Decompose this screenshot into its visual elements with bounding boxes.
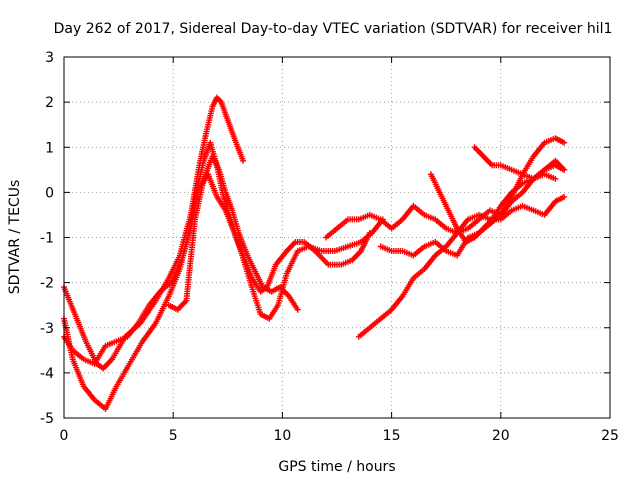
data-point <box>561 139 568 146</box>
y-tick-label: -2 <box>40 276 54 292</box>
axis-ticks: 0 5 10 15 20 25 -5 -4 -3 -2 -1 0 1 2 3 <box>40 50 619 444</box>
y-tick-label: 2 <box>45 95 54 111</box>
series-track-4 <box>165 153 301 313</box>
y-tick-label: 3 <box>45 50 54 66</box>
data-point <box>552 175 559 182</box>
data-points <box>61 94 568 412</box>
x-tick-label: 25 <box>601 428 619 444</box>
data-point <box>561 193 568 200</box>
data-point <box>366 229 373 236</box>
y-tick-label: -1 <box>40 231 54 247</box>
series-track-9 <box>471 144 568 182</box>
y-tick-label: 1 <box>45 140 54 156</box>
y-tick-label: -4 <box>40 366 54 382</box>
chart-title: Day 262 of 2017, Sidereal Day-to-day VTE… <box>54 21 613 37</box>
series-track-8 <box>427 171 559 245</box>
x-tick-label: 10 <box>273 428 291 444</box>
data-point <box>561 166 568 173</box>
y-tick-label: -3 <box>40 321 54 337</box>
grid-lines <box>64 57 610 418</box>
y-axis-label: SDTVAR / TECUs <box>7 180 23 295</box>
data-point <box>294 306 301 313</box>
series-track-1 <box>61 94 247 372</box>
x-tick-label: 5 <box>169 428 178 444</box>
x-tick-label: 0 <box>60 428 69 444</box>
x-axis-label: GPS time / hours <box>278 459 395 475</box>
y-tick-label: 0 <box>45 185 54 201</box>
y-tick-label: -5 <box>40 411 54 427</box>
data-point <box>240 157 247 164</box>
series-track-3 <box>61 171 373 367</box>
x-tick-label: 15 <box>383 428 401 444</box>
series-track-6 <box>355 193 568 340</box>
x-tick-label: 20 <box>492 428 510 444</box>
series-track-5 <box>323 135 568 241</box>
